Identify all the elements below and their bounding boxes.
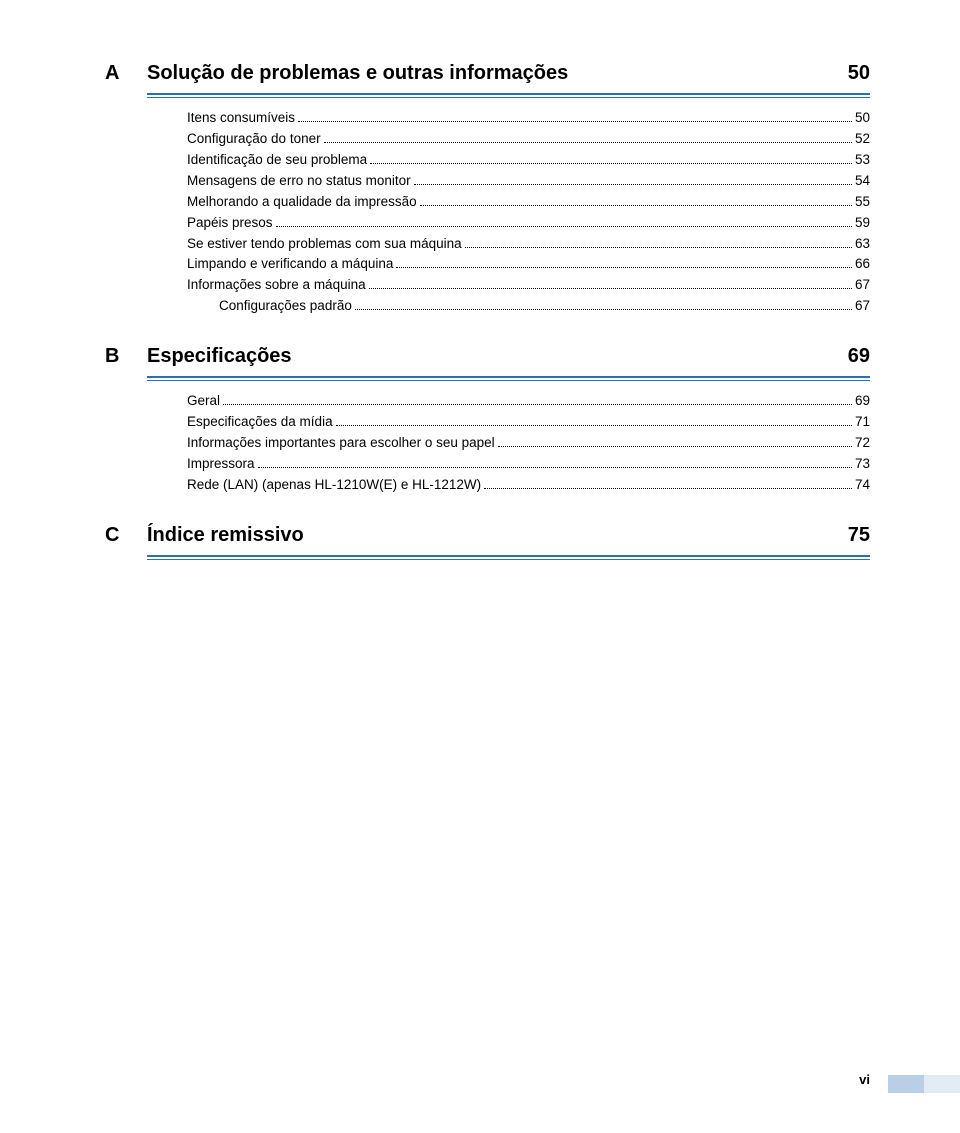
toc-entry: Melhorando a qualidade da impressão 55 <box>187 192 870 213</box>
toc-entries: Geral 69 Especificações da mídia 71 Inform… <box>187 391 870 496</box>
leader-dots-icon <box>414 184 852 185</box>
section-title: Índice remissivo <box>147 524 830 547</box>
entry-page: 63 <box>855 234 870 255</box>
toc-section-b: B Especificações 69 Geral 69 Especificaçõ… <box>105 345 870 496</box>
leader-dots-icon <box>276 226 852 227</box>
section-title: Solução de problemas e outras informaçõe… <box>147 62 830 85</box>
page-number: vi <box>859 1072 870 1087</box>
entry-page: 66 <box>855 254 870 275</box>
entry-label: Configuração do toner <box>187 129 321 150</box>
entry-label: Itens consumíveis <box>187 108 295 129</box>
toc-page: A Solução de problemas e outras informaç… <box>0 0 960 1133</box>
footer-tab-icon <box>888 1075 960 1093</box>
section-divider <box>147 93 870 98</box>
toc-entry: Mensagens de erro no status monitor 54 <box>187 171 870 192</box>
entry-label: Mensagens de erro no status monitor <box>187 171 411 192</box>
section-header: C Índice remissivo 75 <box>105 524 870 553</box>
leader-dots-icon <box>484 488 852 489</box>
toc-entry: Se estiver tendo problemas com sua máqui… <box>187 234 870 255</box>
entry-label: Especificações da mídia <box>187 412 333 433</box>
toc-entry: Geral 69 <box>187 391 870 412</box>
leader-dots-icon <box>465 247 852 248</box>
entry-page: 69 <box>855 391 870 412</box>
entry-label: Papéis presos <box>187 213 273 234</box>
toc-entry: Limpando e verificando a máquina 66 <box>187 254 870 275</box>
toc-section-c: C Índice remissivo 75 <box>105 524 870 560</box>
entry-label: Configurações padrão <box>219 296 352 317</box>
entry-label: Identificação de seu problema <box>187 150 367 171</box>
entry-page: 72 <box>855 433 870 454</box>
entry-page: 55 <box>855 192 870 213</box>
leader-dots-icon <box>324 142 852 143</box>
entry-page: 54 <box>855 171 870 192</box>
entry-page: 53 <box>855 150 870 171</box>
section-header: B Especificações 69 <box>105 345 870 374</box>
toc-section-a: A Solução de problemas e outras informaç… <box>105 62 870 317</box>
section-divider <box>147 555 870 560</box>
entry-page: 52 <box>855 129 870 150</box>
entry-page: 73 <box>855 454 870 475</box>
entry-label: Informações sobre a máquina <box>187 275 366 296</box>
section-page: 75 <box>830 524 870 547</box>
section-letter: B <box>105 345 147 368</box>
section-page: 69 <box>830 345 870 368</box>
section-title: Especificações <box>147 345 830 368</box>
leader-dots-icon <box>298 121 852 122</box>
leader-dots-icon <box>336 425 852 426</box>
toc-entry: Impressora 73 <box>187 454 870 475</box>
entry-label: Limpando e verificando a máquina <box>187 254 393 275</box>
section-header: A Solução de problemas e outras informaç… <box>105 62 870 91</box>
toc-entry: Identificação de seu problema 53 <box>187 150 870 171</box>
leader-dots-icon <box>498 446 852 447</box>
toc-entry: Configuração do toner 52 <box>187 129 870 150</box>
entry-page: 67 <box>855 296 870 317</box>
leader-dots-icon <box>223 404 852 405</box>
leader-dots-icon <box>369 288 852 289</box>
toc-entry: Informações sobre a máquina 67 <box>187 275 870 296</box>
toc-entry: Configurações padrão 67 <box>187 296 870 317</box>
leader-dots-icon <box>370 163 852 164</box>
section-page: 50 <box>830 62 870 85</box>
entry-label: Rede (LAN) (apenas HL-1210W(E) e HL-1212… <box>187 475 481 496</box>
toc-entries: Itens consumíveis 50 Configuração do tone… <box>187 108 870 317</box>
toc-entry: Informações importantes para escolher o … <box>187 433 870 454</box>
toc-entry: Rede (LAN) (apenas HL-1210W(E) e HL-1212… <box>187 475 870 496</box>
toc-entry: Papéis presos 59 <box>187 213 870 234</box>
leader-dots-icon <box>396 267 852 268</box>
leader-dots-icon <box>420 205 852 206</box>
entry-label: Impressora <box>187 454 255 475</box>
section-letter: C <box>105 524 147 547</box>
toc-entry: Especificações da mídia 71 <box>187 412 870 433</box>
entry-label: Se estiver tendo problemas com sua máqui… <box>187 234 462 255</box>
section-divider <box>147 376 870 381</box>
entry-label: Geral <box>187 391 220 412</box>
entry-page: 74 <box>855 475 870 496</box>
entry-page: 67 <box>855 275 870 296</box>
entry-page: 59 <box>855 213 870 234</box>
toc-entry: Itens consumíveis 50 <box>187 108 870 129</box>
entry-label: Melhorando a qualidade da impressão <box>187 192 417 213</box>
entry-page: 71 <box>855 412 870 433</box>
section-letter: A <box>105 62 147 85</box>
leader-dots-icon <box>355 309 852 310</box>
leader-dots-icon <box>258 467 852 468</box>
entry-page: 50 <box>855 108 870 129</box>
entry-label: Informações importantes para escolher o … <box>187 433 495 454</box>
